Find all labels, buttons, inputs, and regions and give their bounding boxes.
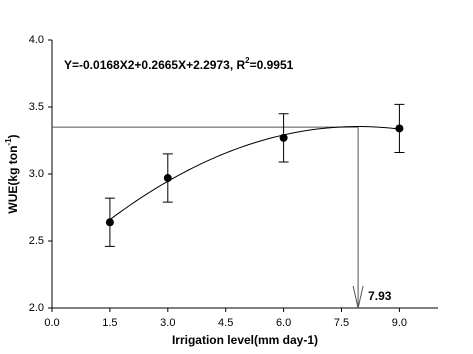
y-tick-label: 3.5 [29, 101, 44, 113]
y-tick-label: 2.0 [29, 302, 44, 314]
equation-sup: 2 [245, 56, 250, 65]
y-tick-label: 3.0 [29, 168, 44, 180]
x-tick-label: 3.0 [160, 317, 175, 329]
equation-tail: =0.9951 [250, 58, 294, 72]
data-point [163, 174, 172, 183]
arrow-head [352, 285, 364, 309]
equation: Y=-0.0168X2+0.2665X+2.2973, R2=0.9951 [64, 56, 294, 72]
y-title-sup: -1 [4, 138, 13, 146]
y-title-text: WUE(kg ton [6, 146, 20, 214]
y-tick-label: 2.5 [29, 235, 44, 247]
y-title-close: ) [6, 134, 20, 138]
y-axis-title: WUE(kg ton-1) [4, 134, 20, 213]
y-tick-label: 4.0 [29, 34, 44, 46]
x-tick-label: 0.0 [44, 317, 59, 329]
x-tick-label: 4.5 [218, 317, 233, 329]
x-axis-title: Irrigation level(mm day-1) [172, 333, 318, 347]
data-point [105, 218, 114, 227]
x-tick-label: 1.5 [102, 317, 117, 329]
data-point [395, 124, 404, 133]
data-point [279, 133, 288, 142]
x-tick-label: 6.0 [276, 317, 291, 329]
x-tick-label: 7.5 [334, 317, 349, 329]
equation-text: Y=-0.0168X2+0.2665X+2.2973, R [64, 58, 245, 72]
fit-curve [109, 126, 400, 221]
x-tick-label: 9.0 [392, 317, 407, 329]
vline-label: 7.93 [368, 289, 392, 303]
